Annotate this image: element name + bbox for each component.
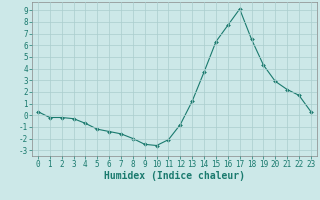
X-axis label: Humidex (Indice chaleur): Humidex (Indice chaleur) [104, 171, 245, 181]
